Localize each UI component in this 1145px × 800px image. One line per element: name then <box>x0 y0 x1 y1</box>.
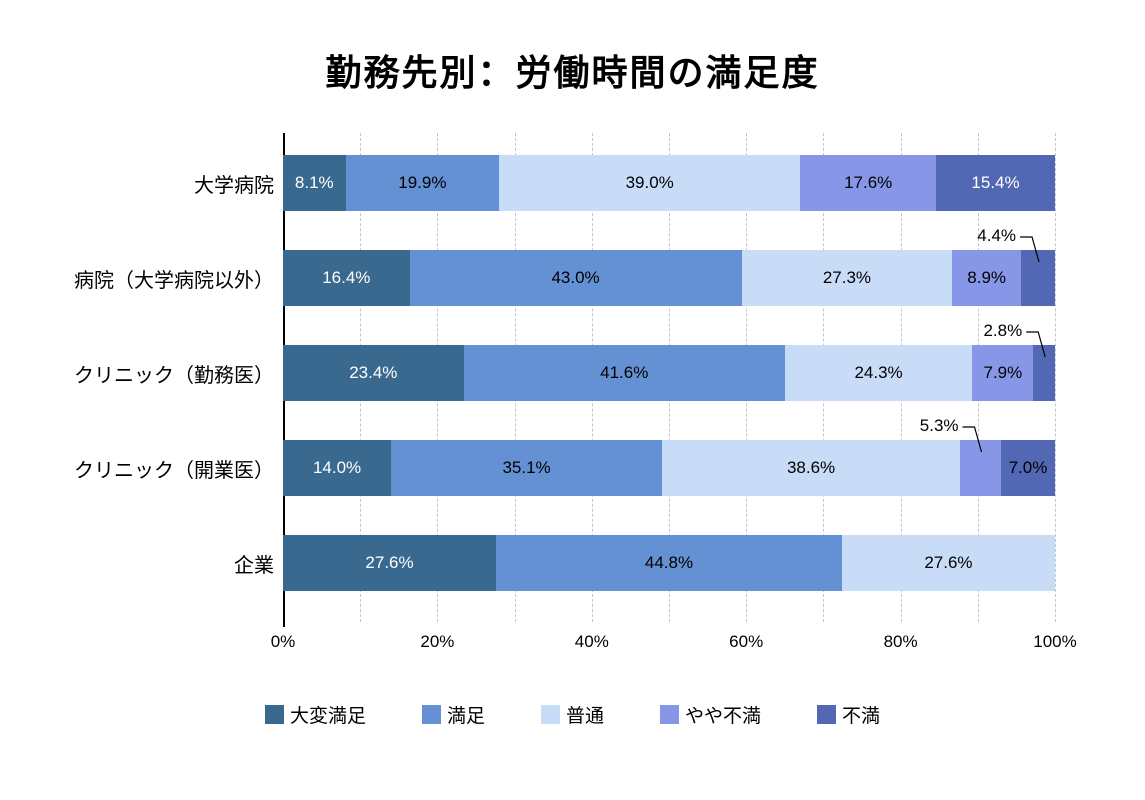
bar-segment: 24.3% <box>784 345 973 401</box>
bar-segment: 7.0% <box>1000 440 1055 496</box>
bar-segment: 15.4% <box>936 155 1055 211</box>
legend-swatch <box>264 705 284 724</box>
bar-segment: 39.0% <box>499 155 801 211</box>
bar-segment-label: 23.4% <box>349 363 398 382</box>
bar-segment-label: 15.4% <box>971 173 1020 192</box>
bar-row: 14.0% 35.1% 38.6% 7.0% <box>283 440 1055 496</box>
bar-segment: 17.6% <box>800 155 937 211</box>
bar-row: 16.4% 43.0% 27.3% 8.9% <box>283 250 1055 306</box>
bar-segment-label: 43.0% <box>551 268 600 287</box>
bar-segment-label: 7.0% <box>1008 458 1048 477</box>
bar-segment: 35.1% <box>391 440 663 496</box>
bar-segment: 38.6% <box>662 440 961 496</box>
bar-segment-label: 16.4% <box>322 268 371 287</box>
bar-segment-label: 35.1% <box>502 458 551 477</box>
bar-row: 27.6% 44.8% 27.6% <box>283 535 1055 591</box>
bar-segment-label: 38.6% <box>786 458 836 477</box>
bar-segment: 27.3% <box>741 250 953 306</box>
bar-segment: 27.6% <box>283 535 497 591</box>
bar-segment: 44.8% <box>496 535 842 591</box>
bar-segment-label: 27.6% <box>365 553 414 572</box>
bar-segment-label: 27.6% <box>924 553 973 572</box>
x-axis-tick-label: 80% <box>883 632 918 651</box>
bar-row: 23.4% 41.6% 24.3% 7.9% <box>283 345 1055 401</box>
gridline <box>1055 133 1056 622</box>
legend-item: やや不満 <box>660 701 761 728</box>
bar-segment: 8.1% <box>283 155 346 211</box>
callout-label: 5.3% <box>919 416 959 435</box>
category-label: 企業 <box>234 554 274 577</box>
bar-segment-label: 44.8% <box>644 553 694 572</box>
bar-segment: 16.4% <box>283 250 410 306</box>
legend-item: 満足 <box>421 701 485 728</box>
legend-item: 不満 <box>817 701 880 728</box>
callout-label: 4.4% <box>977 226 1017 245</box>
bar-segment: 8.9% <box>952 250 1021 306</box>
category-label: 大学病院 <box>194 174 274 197</box>
legend-swatch <box>421 705 441 724</box>
bar-segment-label: 7.9% <box>983 363 1023 382</box>
bar-segment: 19.9% <box>345 155 500 211</box>
x-axis-tick-label: 20% <box>420 632 455 651</box>
bar-segment: 43.0% <box>409 250 742 306</box>
callout-label: 2.8% <box>983 321 1023 340</box>
bar-segment-label: 27.3% <box>822 268 872 287</box>
bar-segment-label: 41.6% <box>600 363 649 382</box>
bar-segment <box>1021 250 1055 306</box>
bar-segment-label: 19.9% <box>398 173 447 192</box>
bar-segment-label: 8.9% <box>967 268 1007 287</box>
x-axis-tick-label: 100% <box>1033 632 1077 651</box>
legend-item-label: 不満 <box>842 706 881 727</box>
legend-item-label: 大変満足 <box>289 706 366 727</box>
bar-segment: 23.4% <box>283 345 464 401</box>
legend-swatch <box>540 705 560 724</box>
x-axis-tick-label: 40% <box>574 632 609 651</box>
legend-swatch <box>660 705 679 724</box>
x-axis-tick-label: 0% <box>270 632 296 651</box>
chart-title: 勤務先別：労働時間の満足度 <box>325 52 820 93</box>
legend-item: 大変満足 <box>264 701 366 728</box>
legend-swatch <box>817 705 837 724</box>
bar-segment <box>960 440 1001 496</box>
bar-segment: 7.9% <box>972 345 1034 401</box>
x-axis-tick-label: 60% <box>729 632 764 651</box>
bar-segment-label: 24.3% <box>854 363 903 382</box>
category-label: クリニック（勤務医） <box>74 364 274 387</box>
bar-segment: 27.6% <box>841 535 1055 591</box>
bar-segment: 41.6% <box>463 345 785 401</box>
legend-item-label: 満足 <box>446 706 485 727</box>
category-label: 病院（大学病院以外） <box>74 269 274 292</box>
legend: 大変満足 満足 普通 やや不満 不満 <box>0 701 1145 728</box>
bar-segment-label: 14.0% <box>312 458 362 477</box>
category-label: クリニック（開業医） <box>74 459 274 482</box>
bar-segment-label: 8.1% <box>294 173 334 192</box>
bar-segment <box>1033 345 1055 401</box>
plot-area: 8.1% 19.9% 39.0% 17.6% 15.4% 4.4% 16.4% 43.0% 27… <box>283 133 1056 627</box>
bar-row: 8.1% 19.9% 39.0% 17.6% 15.4% <box>283 155 1055 211</box>
bar-segment: 14.0% <box>283 440 392 496</box>
bar-segment-label: 39.0% <box>625 173 674 192</box>
bar-segment-label: 17.6% <box>844 173 893 192</box>
legend-item-label: やや不満 <box>685 706 762 727</box>
legend-item: 普通 <box>540 701 604 728</box>
legend-item-label: 普通 <box>565 706 604 727</box>
